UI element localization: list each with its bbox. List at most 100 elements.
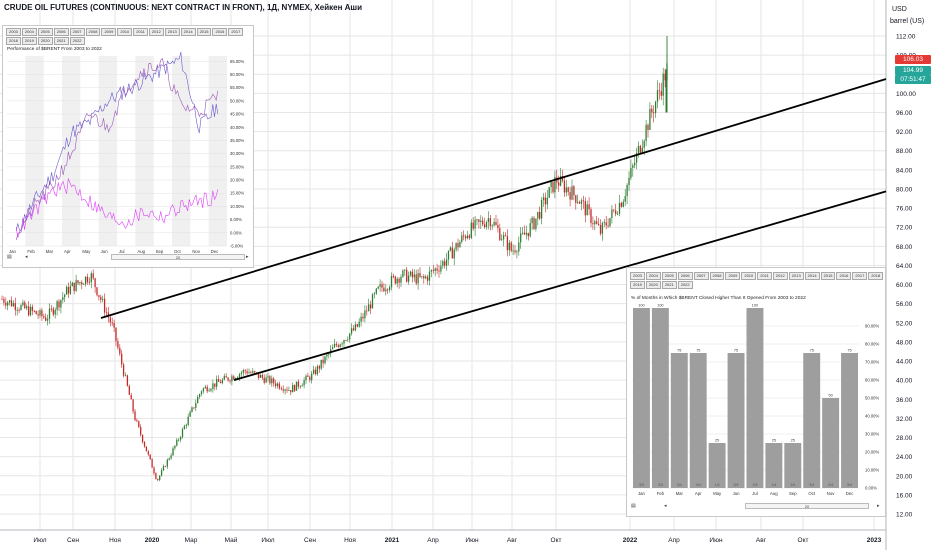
candle-body <box>521 232 524 234</box>
year-button[interactable]: 2009 <box>101 28 117 36</box>
x-tick-label: Июл <box>33 537 46 544</box>
seasonality-line-inset: 2003 2004 2005 2006 2007 2008 2009 2010 2011 2012… <box>2 25 254 268</box>
candle-body <box>195 403 197 408</box>
y-tick-label: 52.00 <box>896 320 913 327</box>
year-button[interactable]: 2019 <box>21 37 37 45</box>
scroll-right-icon[interactable]: ▸ <box>877 503 880 509</box>
candle-body <box>510 242 512 251</box>
year-button[interactable]: 2011 <box>757 272 772 280</box>
year-button[interactable]: 2021 <box>661 281 677 289</box>
candle-body <box>453 249 455 259</box>
year-button[interactable]: 2021 <box>53 37 69 45</box>
candle-body <box>297 381 300 387</box>
candle-body <box>12 303 15 307</box>
month-band <box>208 56 227 246</box>
scroll-value[interactable]: 20 <box>745 503 869 509</box>
year-button[interactable]: 2005 <box>37 28 53 36</box>
candle-body <box>216 379 218 387</box>
month-bar <box>841 353 858 488</box>
year-button[interactable]: 2022 <box>677 281 693 289</box>
candle-body <box>166 459 168 467</box>
year-button[interactable]: 2014 <box>180 28 196 36</box>
y-tick-label: 20.00 <box>896 473 913 480</box>
year-button[interactable]: 2003 <box>630 272 645 280</box>
candle-body <box>26 306 28 309</box>
year-button[interactable]: 2004 <box>645 272 661 280</box>
year-button[interactable]: 2011 <box>133 28 148 36</box>
year-button[interactable]: 2009 <box>725 272 741 280</box>
x-tick-label: Jul <box>752 491 758 496</box>
x-tick-label: Июн <box>709 537 723 544</box>
chart-title: CRUDE OIL FUTURES (CONTINUOUS: NEXT CONT… <box>4 3 363 12</box>
year-button[interactable]: 2003 <box>6 28 21 36</box>
scroll-left-icon[interactable]: ◂ <box>664 503 667 509</box>
year-button[interactable]: 2007 <box>69 28 85 36</box>
candle-body <box>563 180 566 193</box>
candle-body <box>3 299 5 303</box>
candle-body <box>660 91 662 96</box>
candle-body <box>314 369 317 375</box>
candle-body <box>83 284 85 285</box>
year-button[interactable]: 2006 <box>677 272 693 280</box>
candle-body <box>81 282 83 285</box>
candle-body <box>143 442 146 447</box>
candle-body <box>305 375 307 381</box>
scroll-value[interactable]: 20 <box>111 254 245 260</box>
candle-body <box>46 318 49 321</box>
settings-icon[interactable]: ▤ <box>631 503 636 509</box>
year-button[interactable]: 2010 <box>741 272 757 280</box>
year-button[interactable]: 2018 <box>6 37 21 45</box>
lower-trendline <box>233 190 887 382</box>
candle-body <box>168 458 170 460</box>
year-button[interactable]: 2017 <box>228 28 244 36</box>
year-button[interactable]: 2014 <box>804 272 820 280</box>
year-button[interactable]: 2006 <box>53 28 69 36</box>
candle-body <box>482 220 484 225</box>
year-button[interactable]: 2012 <box>148 28 164 36</box>
year-button[interactable]: 2007 <box>693 272 709 280</box>
candle-body <box>238 374 241 378</box>
year-button[interactable]: 2015 <box>820 272 836 280</box>
y-tick-label: 92.00 <box>896 129 913 136</box>
y-tick-label: 25.00% <box>230 164 244 169</box>
year-button[interactable]: 2015 <box>196 28 212 36</box>
year-button[interactable]: 2013 <box>164 28 180 36</box>
scroll-left-icon[interactable]: ◂ <box>25 254 28 260</box>
year-button[interactable]: 2012 <box>772 272 788 280</box>
candle-body <box>117 341 119 348</box>
x-tick-label: Jun <box>733 491 741 496</box>
year-button[interactable]: 2008 <box>709 272 725 280</box>
year-button[interactable]: 2020 <box>37 37 53 45</box>
settings-icon[interactable]: ▤ <box>7 254 12 260</box>
candle-body <box>634 162 636 166</box>
scroll-right-icon[interactable]: ▸ <box>246 254 249 260</box>
bar-value-label: 100 <box>638 304 644 308</box>
year-button[interactable]: 2013 <box>788 272 804 280</box>
candle-body <box>558 182 560 186</box>
y-tick-label: 40.00% <box>230 125 244 130</box>
year-button[interactable]: 2016 <box>836 272 852 280</box>
year-button[interactable]: 2017 <box>852 272 868 280</box>
bar-value-label: 50 <box>829 394 833 398</box>
year-button[interactable]: 2004 <box>21 28 37 36</box>
candle-body <box>65 286 68 295</box>
year-button[interactable]: 2005 <box>661 272 677 280</box>
candle-body <box>29 306 32 316</box>
year-button[interactable]: 2018 <box>868 272 884 280</box>
year-button[interactable]: 2020 <box>645 281 661 289</box>
x-tick-label: Jun <box>101 249 109 254</box>
candle-body <box>111 322 113 324</box>
candle-body <box>588 204 590 210</box>
year-button[interactable]: 2019 <box>630 281 645 289</box>
candle-body <box>599 224 602 234</box>
candle-body <box>624 196 626 202</box>
year-button[interactable]: 2010 <box>117 28 133 36</box>
year-button[interactable]: 2008 <box>85 28 101 36</box>
x-tick-label: Jan <box>9 249 17 254</box>
candle-body <box>400 276 402 283</box>
candle-body <box>499 228 501 240</box>
year-button[interactable]: 2016 <box>212 28 228 36</box>
candle-body <box>14 303 16 310</box>
y-tick-label: 24.00 <box>896 454 913 461</box>
year-button[interactable]: 2022 <box>69 37 85 45</box>
